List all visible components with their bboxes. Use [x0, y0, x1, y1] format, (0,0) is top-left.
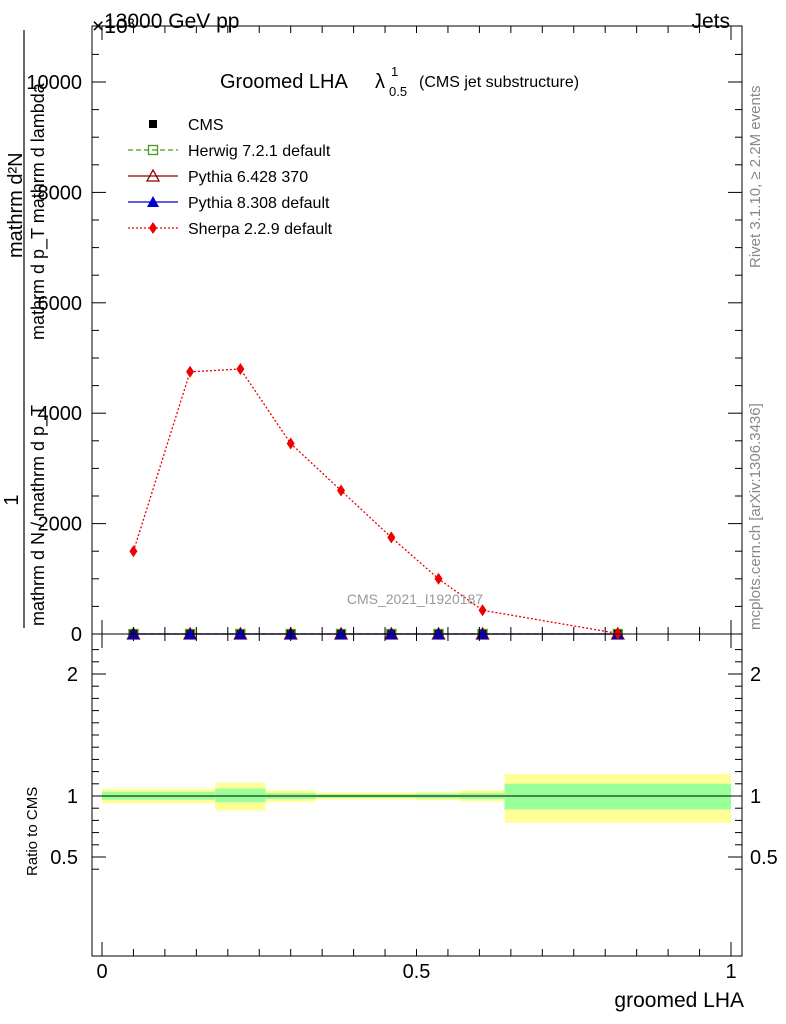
main-y-axis: 0 2000 4000 6000 8000 10000: [26, 26, 742, 646]
legend-label-3: Pythia 8.308 default: [188, 195, 330, 212]
ratio-x-tick-label: 0.5: [403, 961, 431, 983]
legend: CMS Herwig 7.2.1 default Pythia 6.428 370 P…: [128, 117, 333, 238]
legend-label-2: Pythia 6.428 370: [188, 169, 308, 186]
legend-label-4: Sherpa 2.2.9 default: [188, 221, 333, 238]
title-main: Groomed LHA: [220, 71, 348, 93]
analysis-label: CMS_2021_I1920187: [347, 591, 483, 607]
title-lambda: λ: [375, 71, 385, 93]
legend-marker-2: [145, 168, 161, 182]
legend-marker-0: [149, 120, 157, 128]
series-4-point: [613, 627, 622, 640]
main-y-tick-label: 4000: [38, 403, 83, 425]
legend-marker-3: [147, 196, 159, 207]
ratio-y-tick-label-right: 2: [750, 664, 761, 686]
ratio-y-axis: 0.5 0.5 1 1 2 2: [50, 649, 778, 870]
ratio-band-inner: [215, 788, 266, 803]
ratio-y-tick-label-right: 1: [750, 786, 761, 808]
ylabel-line3: mathrm d N / mathrm d p_T: [28, 405, 49, 626]
series-4-point: [387, 531, 396, 544]
series-4-point: [337, 484, 346, 497]
process-label: Jets: [691, 10, 730, 33]
series-4-point: [478, 604, 487, 617]
ratio-bands: [102, 774, 731, 823]
series-4-point: [236, 363, 245, 376]
ratio-y-tick-label: 2: [67, 664, 78, 686]
ratio-y-label: Ratio to CMS: [24, 787, 41, 876]
ylabel-line2: mathrm d p_T mathrm d lambda: [28, 82, 49, 340]
ratio-y-tick-label-right: 0.5: [750, 847, 778, 869]
main-y-tick-label: 10000: [26, 72, 82, 94]
x-axis-label: groomed LHA: [614, 989, 744, 1012]
legend-marker-4: [149, 222, 157, 234]
legend-label-1: Herwig 7.2.1 default: [188, 143, 331, 160]
series-4-point: [286, 437, 295, 450]
series-4-point: [434, 572, 443, 585]
ratio-band-inner: [504, 783, 731, 810]
rivet-label: Rivet 3.1.10, ≥ 2.2M events: [747, 86, 764, 269]
ylabel-main: mathrm d²N: [5, 152, 27, 258]
main-y-tick-label: 8000: [38, 182, 83, 204]
series-4-point: [186, 365, 195, 378]
title-sub: 0.5: [389, 84, 407, 99]
main-y-tick-label: 6000: [38, 293, 83, 315]
title-sup: 1: [391, 64, 398, 79]
main-y-tick-label: 2000: [38, 514, 83, 536]
legend-label-0: CMS: [188, 117, 224, 134]
title-paren: (CMS jet substructure): [419, 74, 579, 91]
plot-title: Groomed LHA λ 1 0.5 (CMS jet substructur…: [220, 64, 579, 99]
series-4-point: [129, 545, 138, 558]
ratio-x-tick-label: 1: [725, 961, 736, 983]
ratio-x-tick-label: 0: [96, 961, 107, 983]
main-y-tick-label: 0: [71, 624, 82, 646]
ylabel-line1: 1: [1, 494, 23, 505]
ratio-x-axis: 0 0.5 1: [96, 634, 737, 983]
ratio-y-tick-label: 0.5: [50, 847, 78, 869]
ratio-y-tick-label: 1: [67, 786, 78, 808]
main-y-axis-label: 1 mathrm d N / mathrm d p_T mathrm d p_T…: [1, 30, 49, 628]
mcplots-label: mcplots.cern.ch [arXiv:1306.3436]: [747, 403, 764, 630]
legend-marker-1: [147, 144, 159, 156]
energy-label: 13000 GeV pp: [104, 10, 239, 33]
